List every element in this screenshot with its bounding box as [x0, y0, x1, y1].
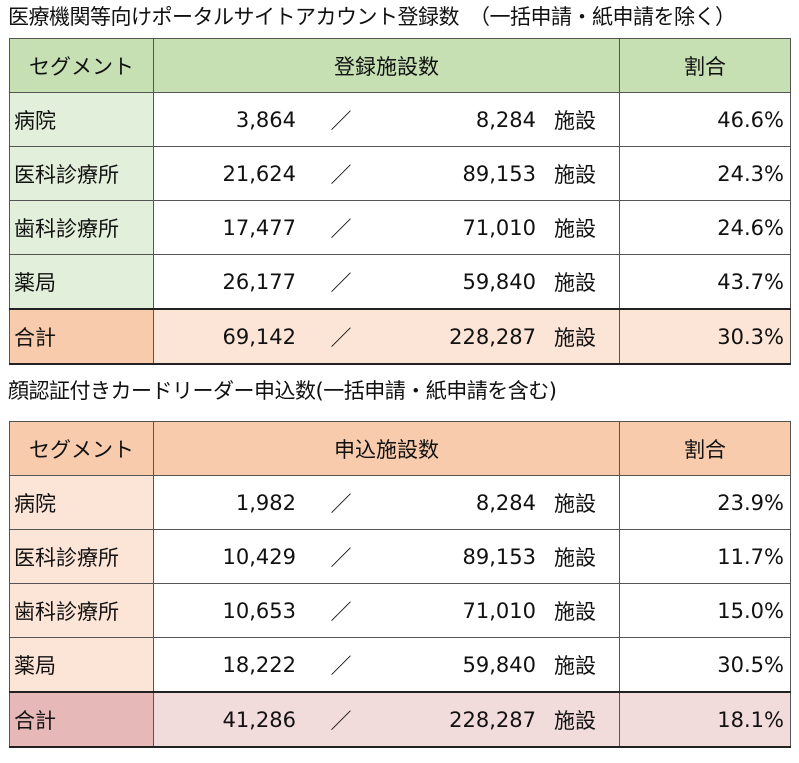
header-ratio: 割合: [619, 421, 791, 476]
unit-label: 施設: [554, 708, 596, 733]
slash-separator: ／: [330, 599, 352, 624]
segment-cell: 薬局: [9, 637, 154, 693]
facility-total: 8,284: [475, 490, 536, 515]
table2-title: 顔認証付きカードリーダー申込数(一括申請・紙申請を含む): [8, 379, 557, 403]
table-row: 薬局 26,177 ／ 59,840 施設 43.7%: [9, 254, 791, 310]
slash-separator: ／: [330, 545, 352, 570]
table-row: 薬局 18,222 ／ 59,840 施設 30.5%: [9, 637, 791, 693]
segment-cell: 病院: [9, 475, 154, 530]
unit-label: 施設: [554, 599, 596, 624]
header-count: 申込施設数: [153, 421, 620, 476]
count-cell: 18,222 ／ 59,840 施設: [153, 637, 620, 693]
table-row: 病院 3,864 ／ 8,284 施設 46.6%: [9, 92, 791, 147]
ratio-cell: 24.6%: [619, 200, 791, 255]
unit-label: 施設: [554, 325, 596, 350]
unit-label: 施設: [554, 270, 596, 295]
slash-separator: ／: [330, 325, 352, 350]
ratio-cell: 46.6%: [619, 92, 791, 147]
segment-cell: 合計: [9, 691, 154, 748]
segment-cell: 病院: [9, 92, 154, 147]
facility-total: 89,153: [462, 544, 536, 569]
facility-total: 228,287: [449, 707, 536, 732]
ratio-cell: 11.7%: [619, 529, 791, 584]
slash-separator: ／: [330, 162, 352, 187]
header-ratio: 割合: [619, 38, 791, 93]
header-segment: セグメント: [9, 421, 154, 476]
unit-label: 施設: [554, 108, 596, 133]
ratio-cell: 43.7%: [619, 254, 791, 310]
count-cell: 41,286 ／ 228,287 施設: [153, 691, 620, 748]
count-cell: 21,624 ／ 89,153 施設: [153, 146, 620, 201]
ratio-cell: 30.5%: [619, 637, 791, 693]
registered-count: 3,864: [235, 107, 296, 132]
ratio-cell: 30.3%: [619, 308, 791, 365]
card-reader-application-table: セグメント 申込施設数 割合 病院 1,982 ／ 8,284 施設 23.9% 医科診療所…: [9, 421, 791, 748]
table1-title: 医療機関等向けポータルサイトアカウント登録数 （一括申請・紙申請を除く）: [8, 5, 736, 29]
ratio-cell: 15.0%: [619, 583, 791, 638]
segment-cell: 医科診療所: [9, 529, 154, 584]
segment-cell: 医科診療所: [9, 146, 154, 201]
count-cell: 1,982 ／ 8,284 施設: [153, 475, 620, 530]
facility-total: 89,153: [462, 161, 536, 186]
header-row: セグメント 登録施設数 割合: [9, 38, 791, 93]
slash-separator: ／: [330, 491, 352, 516]
facility-total: 59,840: [462, 652, 536, 677]
table1-body: 病院 3,864 ／ 8,284 施設 46.6% 医科診療所 21,624 ／ 89,153 施設…: [9, 92, 791, 365]
slash-separator: ／: [330, 708, 352, 733]
count-cell: 26,177 ／ 59,840 施設: [153, 254, 620, 310]
unit-label: 施設: [554, 491, 596, 516]
header-row: セグメント 申込施設数 割合: [9, 421, 791, 476]
count-cell: 17,477 ／ 71,010 施設: [153, 200, 620, 255]
registered-count: 69,142: [222, 324, 296, 349]
facility-total: 71,010: [462, 215, 536, 240]
count-cell: 69,142 ／ 228,287 施設: [153, 308, 620, 365]
unit-label: 施設: [554, 545, 596, 570]
registered-count: 10,653: [222, 598, 296, 623]
count-cell: 10,653 ／ 71,010 施設: [153, 583, 620, 638]
segment-cell: 歯科診療所: [9, 200, 154, 255]
registered-count: 21,624: [222, 161, 296, 186]
table2-body: 病院 1,982 ／ 8,284 施設 23.9% 医科診療所 10,429 ／ 89,153 施設…: [9, 475, 791, 748]
ratio-cell: 23.9%: [619, 475, 791, 530]
registered-count: 26,177: [222, 269, 296, 294]
unit-label: 施設: [554, 653, 596, 678]
segment-cell: 合計: [9, 308, 154, 365]
registered-count: 17,477: [222, 215, 296, 240]
slash-separator: ／: [330, 270, 352, 295]
table-row: 歯科診療所 17,477 ／ 71,010 施設 24.6%: [9, 200, 791, 255]
facility-total: 59,840: [462, 269, 536, 294]
ratio-cell: 24.3%: [619, 146, 791, 201]
header-count: 登録施設数: [153, 38, 620, 93]
portal-registration-table: セグメント 登録施設数 割合 病院 3,864 ／ 8,284 施設 46.6% 医科診療所…: [9, 38, 791, 365]
total-row: 合計 69,142 ／ 228,287 施設 30.3%: [9, 308, 791, 365]
table-row: 歯科診療所 10,653 ／ 71,010 施設 15.0%: [9, 583, 791, 638]
registered-count: 10,429: [222, 544, 296, 569]
table-row: 医科診療所 21,624 ／ 89,153 施設 24.3%: [9, 146, 791, 201]
slash-separator: ／: [330, 108, 352, 133]
registered-count: 18,222: [222, 652, 296, 677]
count-cell: 3,864 ／ 8,284 施設: [153, 92, 620, 147]
unit-label: 施設: [554, 162, 596, 187]
table-row: 病院 1,982 ／ 8,284 施設 23.9%: [9, 475, 791, 530]
registered-count: 1,982: [235, 490, 296, 515]
slash-separator: ／: [330, 653, 352, 678]
unit-label: 施設: [554, 216, 596, 241]
segment-cell: 薬局: [9, 254, 154, 310]
segment-cell: 歯科診療所: [9, 583, 154, 638]
facility-total: 228,287: [449, 324, 536, 349]
table-row: 医科診療所 10,429 ／ 89,153 施設 11.7%: [9, 529, 791, 584]
ratio-cell: 18.1%: [619, 691, 791, 748]
facility-total: 71,010: [462, 598, 536, 623]
header-segment: セグメント: [9, 38, 154, 93]
total-row: 合計 41,286 ／ 228,287 施設 18.1%: [9, 691, 791, 748]
slash-separator: ／: [330, 216, 352, 241]
facility-total: 8,284: [475, 107, 536, 132]
registered-count: 41,286: [222, 707, 296, 732]
count-cell: 10,429 ／ 89,153 施設: [153, 529, 620, 584]
